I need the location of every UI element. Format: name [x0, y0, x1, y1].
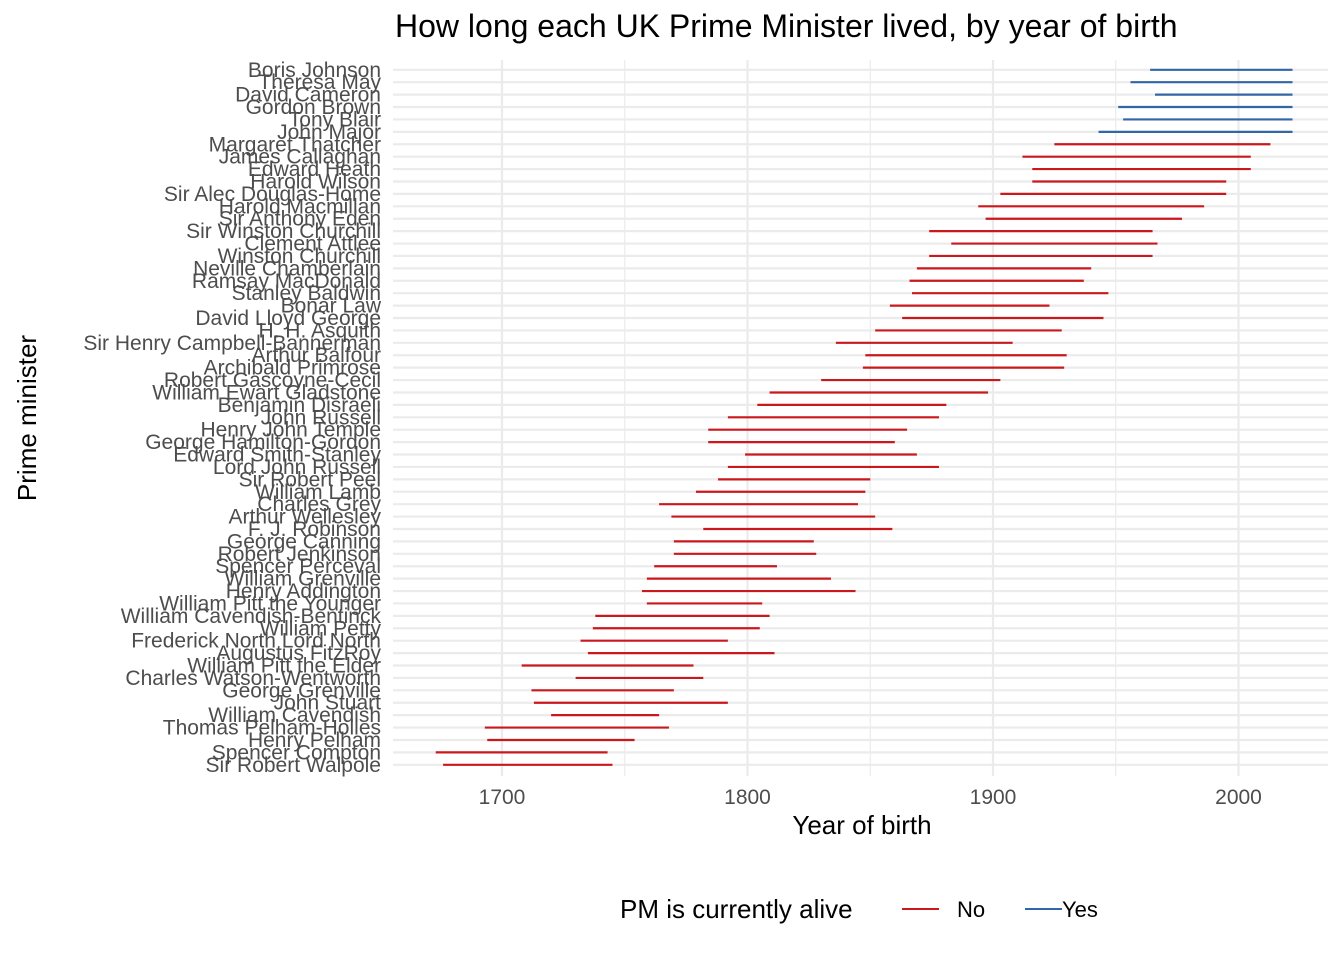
y-axis-title: Prime minister [12, 335, 42, 501]
y-tick-label: Harold Wilson [250, 170, 381, 193]
y-tick-label: Edward Smith-Stanley [173, 444, 381, 467]
y-tick-label: Ramsay MacDonald [192, 270, 381, 293]
y-tick-label: William Lamb [255, 481, 381, 504]
y-tick-label: John Major [277, 121, 381, 144]
y-tick-label: Charles Grey [257, 493, 381, 516]
y-tick-label: Sir Alec Douglas-Home [164, 183, 381, 206]
y-tick-label: Sir Winston Churchill [186, 220, 381, 243]
lifespan-segments [435, 68, 1293, 766]
y-tick-label: Stanley Baldwin [232, 282, 381, 305]
y-tick-label: Spencer Perceval [215, 555, 381, 578]
y-tick-label: Henry John Temple [200, 419, 381, 442]
y-tick-label: Henry Addington [226, 580, 381, 603]
y-tick-label: Gordon Brown [246, 96, 381, 119]
y-tick-label: Benjamin Disraeli [218, 394, 381, 417]
y-tick-label: John Stuart [274, 692, 382, 715]
y-tick-label: H. H. Asquith [258, 319, 381, 342]
y-tick-label: Arthur Balfour [251, 344, 381, 367]
legend-label-no: No [957, 897, 985, 922]
y-tick-label: Sir Robert Walpole [206, 754, 381, 777]
y-tick-label: Spencer Compton [212, 741, 381, 764]
y-tick-label: Bonar Law [281, 295, 382, 318]
legend-title: PM is currently alive [620, 894, 853, 924]
y-tick-label: William Pitt the Elder [187, 655, 381, 678]
y-tick-label: Sir Anthony Eden [219, 208, 381, 231]
y-tick-label: David Cameron [235, 84, 381, 107]
y-tick-label: F. J. Robinson [248, 518, 381, 541]
legend: PM is currently alive No Yes [620, 894, 1098, 924]
y-tick-label: Thomas Pelham-Holles [163, 717, 381, 740]
y-tick-label: William Petty [260, 617, 382, 640]
x-tick-label: 2000 [1215, 786, 1262, 809]
y-tick-label: Winston Churchill [218, 245, 381, 268]
y-tick-label: James Callaghan [219, 146, 381, 169]
y-tick-label: George Grenville [222, 679, 381, 702]
x-tick-label: 1700 [479, 786, 526, 809]
x-axis-title: Year of birth [792, 810, 931, 840]
y-tick-label: John Russell [261, 406, 381, 429]
y-tick-label: Frederick North Lord North [131, 630, 381, 653]
chart-title: How long each UK Prime Minister lived, b… [395, 8, 1178, 44]
legend-label-yes: Yes [1062, 897, 1098, 922]
y-tick-label: Augustus FitzRoy [216, 642, 381, 665]
y-tick-label: Charles Watson-Wentworth [125, 667, 381, 690]
y-tick-label: Lord John Russell [213, 456, 381, 479]
y-tick-label: William Grenville [225, 568, 381, 591]
y-tick-label: William Cavendish-Bentinck [121, 605, 382, 628]
y-tick-label: George Hamilton-Gordon [145, 431, 381, 454]
y-tick-label: William Ewart Gladstone [152, 381, 381, 404]
y-tick-label: William Pitt the Younger [159, 592, 381, 615]
x-tick-label: 1900 [970, 786, 1017, 809]
y-tick-label: Archibald Primrose [204, 357, 381, 380]
y-tick-label: Arthur Wellesley [229, 506, 382, 529]
y-tick-label: Sir Robert Peel [239, 468, 381, 491]
y-tick-label: Neville Chamberlain [193, 257, 381, 280]
y-tick-label: Boris Johnson [248, 59, 381, 82]
y-tick-label: Edward Heath [248, 158, 381, 181]
y-tick-label: Sir Henry Campbell-Bannerman [83, 332, 381, 355]
y-tick-label: Robert Gascoyne-Cecil [164, 369, 381, 392]
y-tick-label: George Canning [227, 530, 381, 553]
x-tick-label: 1800 [724, 786, 771, 809]
y-tick-label: Robert Jenkinson [218, 543, 381, 566]
y-tick-label: Theresa May [258, 71, 381, 94]
y-tick-label: Tony Blair [289, 108, 381, 131]
x-tick-labels: 1700 1800 1900 2000 [479, 786, 1262, 809]
y-tick-label: Clement Attlee [244, 233, 381, 256]
y-tick-label: Harold Macmillan [219, 195, 381, 218]
y-tick-label: William Cavendish [208, 704, 381, 727]
y-tick-label: David Lloyd George [195, 307, 381, 330]
y-tick-label: Henry Pelham [248, 729, 381, 752]
y-tick-label: Margaret Thatcher [209, 133, 381, 156]
